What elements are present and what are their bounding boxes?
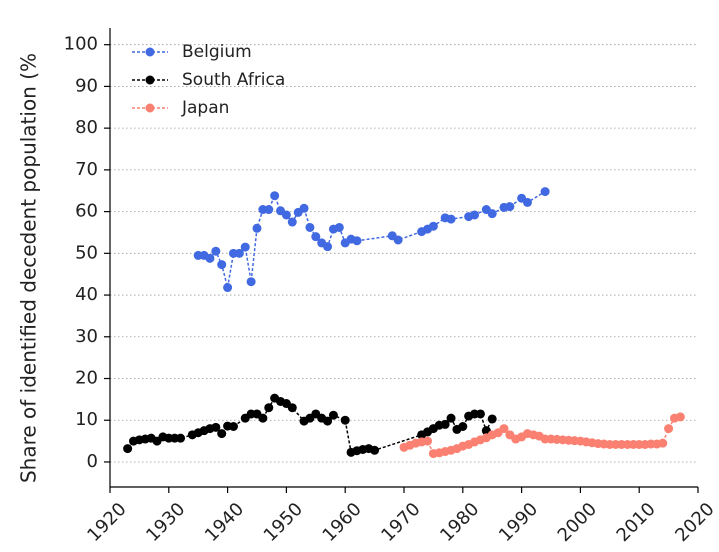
data-point — [458, 421, 468, 431]
x-tick-label: 1920 — [83, 499, 130, 546]
data-point — [328, 410, 338, 420]
legend-marker — [145, 47, 155, 57]
x-tick-label: 2010 — [613, 499, 660, 546]
data-point — [287, 217, 297, 227]
series-line — [198, 190, 546, 288]
data-point — [470, 210, 480, 220]
data-point — [270, 191, 280, 201]
data-point — [428, 221, 438, 231]
data-point — [223, 283, 233, 293]
data-point — [258, 413, 268, 423]
y-tick-label: 10 — [75, 409, 98, 430]
data-point — [323, 242, 333, 252]
legend-marker — [145, 75, 155, 85]
y-tick-label: 0 — [87, 451, 98, 472]
data-point — [299, 203, 309, 213]
data-point — [675, 412, 685, 422]
y-tick-label: 40 — [75, 284, 98, 305]
data-point — [393, 235, 403, 245]
x-tick-label: 1950 — [260, 499, 307, 546]
data-point — [281, 210, 291, 220]
data-point — [658, 438, 668, 448]
data-point — [487, 414, 497, 424]
data-point — [240, 242, 250, 252]
data-point — [522, 197, 532, 207]
x-tick-label: 1930 — [142, 499, 189, 546]
data-point — [370, 445, 380, 455]
data-point — [340, 415, 350, 425]
data-point — [217, 429, 227, 439]
data-point — [440, 419, 450, 429]
x-tick-label: 2000 — [554, 499, 601, 546]
data-point — [446, 214, 456, 224]
legend-label: Belgium — [182, 42, 252, 62]
data-point — [305, 222, 315, 232]
data-point — [499, 424, 509, 434]
data-point — [252, 223, 262, 233]
data-point — [217, 260, 227, 270]
data-point — [287, 403, 297, 413]
legend-marker — [145, 103, 155, 113]
x-tick-label: 1990 — [495, 499, 542, 546]
data-point — [211, 246, 221, 256]
data-point — [264, 205, 274, 215]
data-point — [176, 433, 186, 443]
data-point — [211, 422, 221, 432]
data-point — [540, 187, 550, 197]
y-tick-label: 100 — [64, 34, 98, 55]
data-point — [446, 413, 456, 423]
x-tick-label: 1940 — [201, 499, 248, 546]
x-tick-label: 1960 — [319, 499, 366, 546]
data-point — [423, 436, 433, 446]
data-point — [311, 232, 321, 242]
y-tick-label: 80 — [75, 117, 98, 138]
data-point — [664, 424, 674, 434]
legend-label: Japan — [181, 98, 229, 118]
data-point — [228, 421, 238, 431]
data-point — [205, 253, 215, 263]
data-point — [264, 403, 274, 413]
y-tick-label: 30 — [75, 326, 98, 347]
data-point — [323, 416, 333, 426]
y-tick-label: 70 — [75, 159, 98, 180]
legend-label: South Africa — [182, 70, 285, 90]
data-point — [246, 277, 256, 287]
y-axis-label: Share of identified decedent population … — [17, 53, 41, 483]
data-point — [234, 248, 244, 258]
x-tick-label: 2020 — [671, 499, 718, 546]
x-tick-label: 1980 — [436, 499, 483, 546]
data-point — [352, 236, 362, 246]
data-point — [334, 222, 344, 232]
x-tick-label: 1970 — [377, 499, 424, 546]
data-point — [487, 209, 497, 219]
data-point — [505, 202, 515, 212]
y-tick-label: 90 — [75, 75, 98, 96]
data-point — [123, 444, 133, 454]
y-tick-label: 50 — [75, 242, 98, 263]
data-point — [475, 409, 485, 419]
y-tick-label: 60 — [75, 201, 98, 222]
y-tick-label: 20 — [75, 368, 98, 389]
